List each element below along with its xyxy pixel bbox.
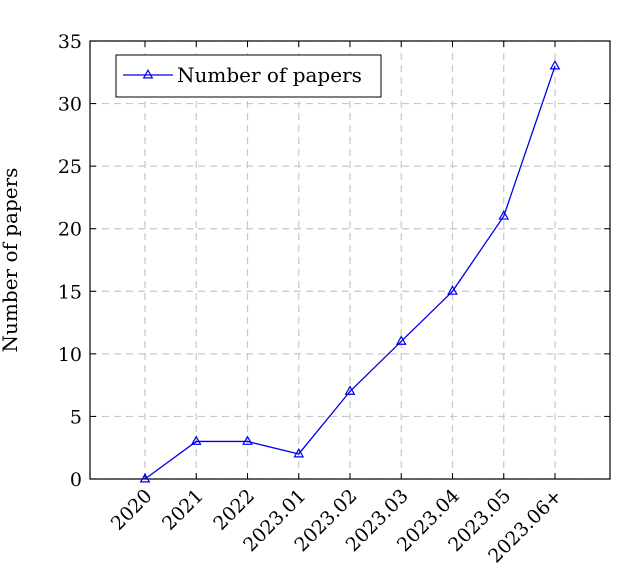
grid-lines <box>90 40 610 480</box>
data-point-marker <box>190 435 202 445</box>
y-tick-label: 35 <box>58 31 82 53</box>
y-axis-title: Number of papers <box>0 168 22 353</box>
y-tick-label: 30 <box>58 94 82 116</box>
x-tick-labels: 2020 2021 20222023.012023.022023.032023.04… <box>107 485 567 565</box>
y-tick-label: 15 <box>58 281 82 303</box>
legend: Number of papers <box>115 54 382 98</box>
data-point-marker <box>242 435 253 445</box>
x-tick-label: 2020 <box>107 485 157 535</box>
data-point-marker <box>395 335 407 345</box>
data-point-marker <box>293 447 305 458</box>
legend-box <box>115 54 382 98</box>
data-point-marker <box>549 60 561 70</box>
y-tick-label: 0 <box>70 469 82 491</box>
plot-frame <box>89 40 611 480</box>
legend-triangle-marker <box>142 68 154 79</box>
y-tick-label: 10 <box>58 344 82 366</box>
series-layer <box>139 60 561 483</box>
x-tick-label: 2021 <box>158 485 208 535</box>
y-tick-label: 20 <box>58 219 82 241</box>
y-tick-label: 25 <box>58 156 82 178</box>
y-tick-label: 5 <box>70 406 82 428</box>
data-point-marker <box>447 285 458 295</box>
data-point-marker <box>344 385 356 395</box>
data-point-marker <box>139 472 151 483</box>
legend-label: Number of papers <box>177 63 362 87</box>
data-point-marker <box>498 210 510 220</box>
y-tick-labels: 0 5 10 15 20 25 30 35 <box>58 31 82 491</box>
series-line <box>144 65 556 480</box>
